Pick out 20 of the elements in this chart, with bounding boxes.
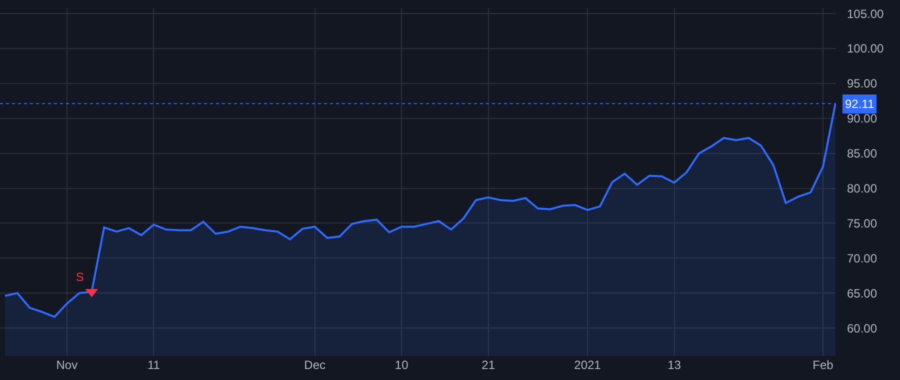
y-tick-label: 85.00 xyxy=(847,146,878,161)
x-tick-label: Dec xyxy=(304,358,326,372)
x-tick-label: 21 xyxy=(482,358,496,372)
y-tick-label: 90.00 xyxy=(847,112,878,126)
y-tick-label: 105.00 xyxy=(847,6,884,21)
x-tick-label: Feb xyxy=(812,358,834,372)
y-tick-label: 70.00 xyxy=(847,251,878,266)
x-tick-label: 2021 xyxy=(574,358,602,372)
y-tick-label: 75.00 xyxy=(847,216,878,230)
x-tick-label: 10 xyxy=(394,358,409,372)
x-tick-label: Nov xyxy=(56,358,78,372)
ref-line-label: 92.11 xyxy=(845,97,874,111)
y-tick-label: 100.00 xyxy=(847,42,884,56)
x-tick-label: 13 xyxy=(668,358,682,372)
series-label: S xyxy=(76,270,84,284)
y-tick-label: 80.00 xyxy=(847,181,878,196)
y-tick-label: 65.00 xyxy=(847,286,878,300)
x-tick-label: 11 xyxy=(147,358,160,372)
y-tick-label: 60.00 xyxy=(847,321,878,336)
y-tick-label: 95.00 xyxy=(847,76,878,91)
